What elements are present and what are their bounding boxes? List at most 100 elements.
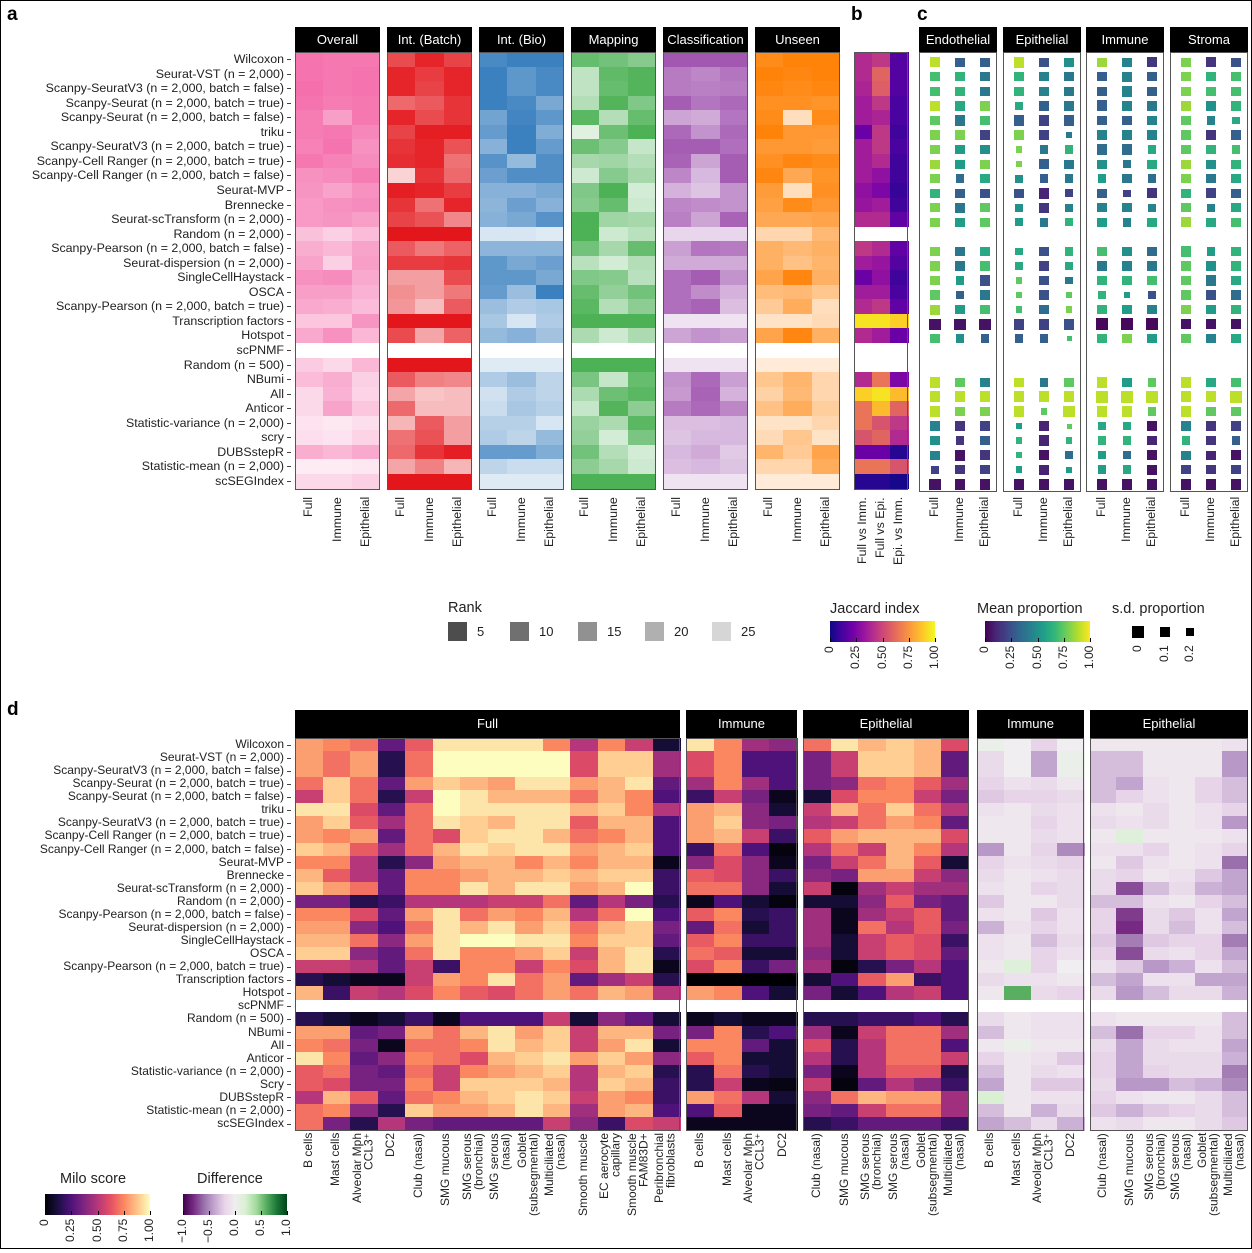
heatmap-cell <box>691 52 721 68</box>
heatmap-cell <box>387 241 416 257</box>
proportion-square <box>1123 189 1131 197</box>
heatmap-cell <box>507 357 537 373</box>
heatmap-cell <box>507 226 537 242</box>
row-label: Scanpy-Pearson (n = 2,000, batch = false… <box>51 241 284 256</box>
proportion-square <box>1121 391 1133 403</box>
proportion-square <box>930 72 940 82</box>
heatmap-cell <box>663 153 692 169</box>
proportion-square <box>931 465 939 474</box>
heatmap-cell <box>479 386 508 402</box>
milo-cell <box>515 1012 543 1027</box>
heatmap-cell <box>783 139 813 155</box>
milo-cell <box>487 881 516 896</box>
heatmap-cell <box>811 153 841 169</box>
proportion-square <box>1097 334 1107 344</box>
milo-cell <box>405 894 433 909</box>
row-label: Random (n = 2,000) <box>176 893 284 908</box>
heatmap-cell <box>351 212 381 228</box>
column-label: EC aerocyte capillary <box>597 1133 623 1200</box>
proportion-square <box>1064 57 1074 67</box>
milo-cell <box>295 894 323 909</box>
heatmap-cell <box>507 444 537 460</box>
jaccard-cell <box>890 372 909 388</box>
proportion-square <box>980 406 990 417</box>
row-tick <box>287 262 291 264</box>
group-border <box>1090 738 1248 1132</box>
heatmap-cell <box>479 473 508 489</box>
milo-cell <box>350 803 378 817</box>
heatmap-cell <box>719 168 749 184</box>
heatmap-cell <box>627 81 657 97</box>
jaccard-cell <box>854 52 873 68</box>
row-label: OSCA <box>249 946 284 961</box>
row-tick <box>287 809 291 811</box>
heatmap-cell <box>479 401 508 417</box>
column-label: Full <box>1178 497 1192 517</box>
heatmap-cell <box>415 153 445 169</box>
milo-cell <box>597 855 626 870</box>
heatmap-cell <box>755 226 784 242</box>
heatmap-cell <box>507 197 537 213</box>
jaccard-cell <box>890 168 909 184</box>
heatmap-cell <box>599 284 629 300</box>
proportion-square <box>1015 437 1023 444</box>
heatmap-cell <box>599 459 629 475</box>
proportion-square <box>954 115 966 126</box>
jaccard-cell <box>872 430 891 446</box>
heatmap-cell <box>443 66 473 82</box>
heatmap-cell <box>415 357 445 373</box>
proportion-square <box>1097 275 1107 286</box>
heatmap-cell <box>627 444 657 460</box>
row-label: Random (n = 500) <box>183 357 284 372</box>
heatmap-cell <box>295 139 324 155</box>
milo-cell <box>460 1012 488 1027</box>
heatmap-cell <box>719 66 749 82</box>
proportion-square <box>1180 289 1192 301</box>
proportion-square <box>1148 291 1156 299</box>
jaccard-cell <box>872 473 891 489</box>
milo-cell <box>295 934 323 948</box>
milo-cell <box>652 1012 681 1027</box>
heatmap-cell <box>323 473 353 489</box>
column-label: Club (nasal) <box>410 1133 425 1198</box>
proportion-square <box>980 115 990 126</box>
group-header-epithelial-difference: Epithelial <box>1090 710 1248 738</box>
column-label: Full <box>485 497 500 517</box>
rank-legend-title: Rank <box>448 600 482 616</box>
row-label: Seurat-dispersion (n = 2,000) <box>128 919 284 934</box>
heatmap-cell <box>783 473 813 489</box>
proportion-square <box>955 159 965 169</box>
heatmap-cell <box>599 415 629 431</box>
row-tick <box>287 189 291 191</box>
milo-cell <box>295 842 323 857</box>
heatmap-cell <box>415 386 445 402</box>
proportion-square <box>1205 275 1217 286</box>
milo-cell <box>542 986 571 1000</box>
proportion-square <box>980 159 990 169</box>
heatmap-cell <box>719 328 749 344</box>
heatmap-cell <box>571 473 600 489</box>
proportion-square <box>1121 144 1133 155</box>
proportion-square <box>1146 188 1158 199</box>
group-border <box>1170 52 1248 492</box>
heatmap-cell <box>663 313 692 329</box>
heatmap-cell <box>599 81 629 97</box>
column-label: Immune <box>1036 497 1050 542</box>
proportion-square <box>1015 218 1023 227</box>
proportion-square <box>980 217 990 227</box>
heatmap-cell <box>599 241 629 257</box>
row-tick <box>287 796 291 798</box>
heatmap-cell <box>783 168 813 184</box>
heatmap-cell <box>507 299 537 315</box>
milo-cell <box>542 881 571 896</box>
jaccard-cell <box>854 284 873 300</box>
proportion-square <box>1181 305 1191 315</box>
milo-cell <box>460 881 488 896</box>
milo-cell <box>625 973 653 987</box>
heatmap-cell <box>443 153 473 169</box>
milo-cell <box>322 881 351 896</box>
heatmap-cell <box>387 444 416 460</box>
heatmap-cell <box>415 284 445 300</box>
proportion-square <box>1231 465 1241 475</box>
milo-cell <box>350 855 378 870</box>
